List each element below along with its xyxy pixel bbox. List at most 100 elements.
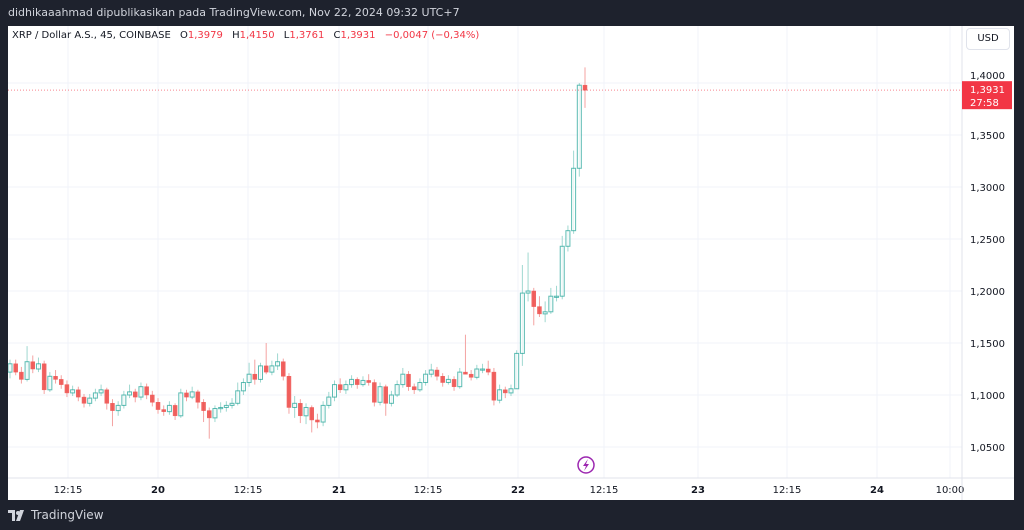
lightning-icon[interactable] [577, 456, 595, 474]
candle-down [298, 399, 303, 424]
candle-down [252, 359, 258, 385]
candle-down [76, 386, 81, 402]
countdown-timer: 27:58 [970, 98, 999, 109]
candle-down [451, 376, 457, 391]
candle-body [576, 84, 582, 169]
candle-up [127, 384, 133, 399]
candle-body [13, 363, 18, 373]
candle-up [525, 252, 531, 302]
candle-down [104, 387, 110, 410]
candle-down [491, 367, 497, 406]
y-tick-label: 1,2000 [970, 287, 1005, 298]
candle-body [388, 394, 394, 404]
candle-body [7, 363, 13, 373]
close-label: C [333, 30, 341, 41]
candle-body [53, 376, 58, 380]
candle-up [519, 265, 525, 366]
candle-body [172, 405, 178, 417]
candle-body [64, 384, 70, 394]
candle-body [559, 245, 565, 297]
candle-body [542, 311, 548, 315]
candle-body [144, 386, 149, 396]
candle-body [326, 396, 332, 406]
candle-up [269, 360, 275, 376]
candle-body [355, 379, 360, 385]
candle-body [531, 290, 537, 307]
candle-body [223, 404, 229, 408]
candle-down [434, 366, 440, 381]
candlestick-chart[interactable]: 1,0500 1,1000 1,1500 1,2000 1,2500 1,3000 1,35… [7, 26, 1014, 500]
candle-up [542, 301, 548, 323]
candle-body [275, 361, 281, 367]
candle-body [582, 84, 588, 91]
candle-up [87, 393, 93, 407]
candle-down [537, 296, 542, 317]
candle-up [388, 390, 394, 407]
candle-up [360, 376, 366, 387]
candle-up [303, 403, 309, 425]
candle-up [98, 384, 104, 397]
candle-body [349, 378, 355, 386]
candle-up [24, 346, 30, 382]
low-label: L [283, 30, 290, 41]
symbol-legend: XRP / Dollar A.S., 45, COINBASE O1,3979 … [12, 30, 479, 41]
candle-up [559, 235, 565, 300]
candle-body [337, 384, 343, 391]
candle-up [212, 405, 218, 423]
candle-body [252, 373, 258, 380]
candle-body [423, 373, 429, 384]
candle-down [383, 384, 388, 416]
candle-body [246, 373, 252, 384]
candle-body [115, 404, 121, 412]
candle-body [189, 391, 195, 398]
candle-up [92, 388, 98, 402]
candle-body [298, 403, 303, 417]
candle-body [474, 368, 480, 378]
last-price-value: 1,3931 [970, 85, 1005, 96]
candle-body [332, 384, 338, 398]
candle-down [58, 375, 64, 389]
candle-down [372, 379, 377, 407]
candle-body [428, 369, 434, 375]
candle-down [110, 399, 115, 427]
candle-down [503, 386, 508, 399]
candle-down [263, 343, 269, 375]
currency-button[interactable]: USD [966, 28, 1010, 50]
y-tick-label: 1,3000 [970, 183, 1005, 194]
candle-body [417, 382, 423, 391]
candle-body [127, 391, 133, 396]
candle-body [554, 295, 560, 298]
candle-body [286, 376, 292, 408]
candle-body [394, 384, 400, 396]
candle-body [229, 402, 235, 406]
candle-body [41, 363, 47, 391]
candle-up [480, 363, 486, 374]
candle-up [445, 375, 451, 385]
candle-body [485, 368, 491, 373]
candle-up [7, 359, 13, 379]
candle-down [81, 393, 87, 408]
x-tick-label: 10:00 [936, 485, 965, 496]
tradingview-logo[interactable]: TradingView [8, 508, 104, 522]
candle-up [70, 385, 76, 397]
candle-up [508, 384, 514, 397]
candle-up [554, 285, 560, 302]
candle-body [372, 382, 377, 403]
candle-body [166, 404, 172, 413]
candle-body [503, 389, 508, 394]
candle-body [406, 373, 411, 387]
candle-up [565, 225, 571, 252]
chart-area[interactable]: 1,0500 1,1000 1,1500 1,2000 1,2500 1,3000 1,35… [7, 26, 1014, 500]
candle-up [138, 382, 144, 401]
candle-down [30, 355, 36, 374]
x-tick-label: 24 [870, 485, 884, 496]
candle-body [463, 371, 468, 375]
y-tick-label: 1,3500 [970, 131, 1005, 142]
candle-up [332, 380, 338, 402]
brand-name: TradingView [31, 508, 104, 522]
candle-down [150, 390, 155, 407]
candle-down [337, 378, 343, 393]
candle-down [207, 407, 212, 439]
candle-body [292, 402, 298, 408]
close-value: 1,3931 [340, 30, 376, 41]
